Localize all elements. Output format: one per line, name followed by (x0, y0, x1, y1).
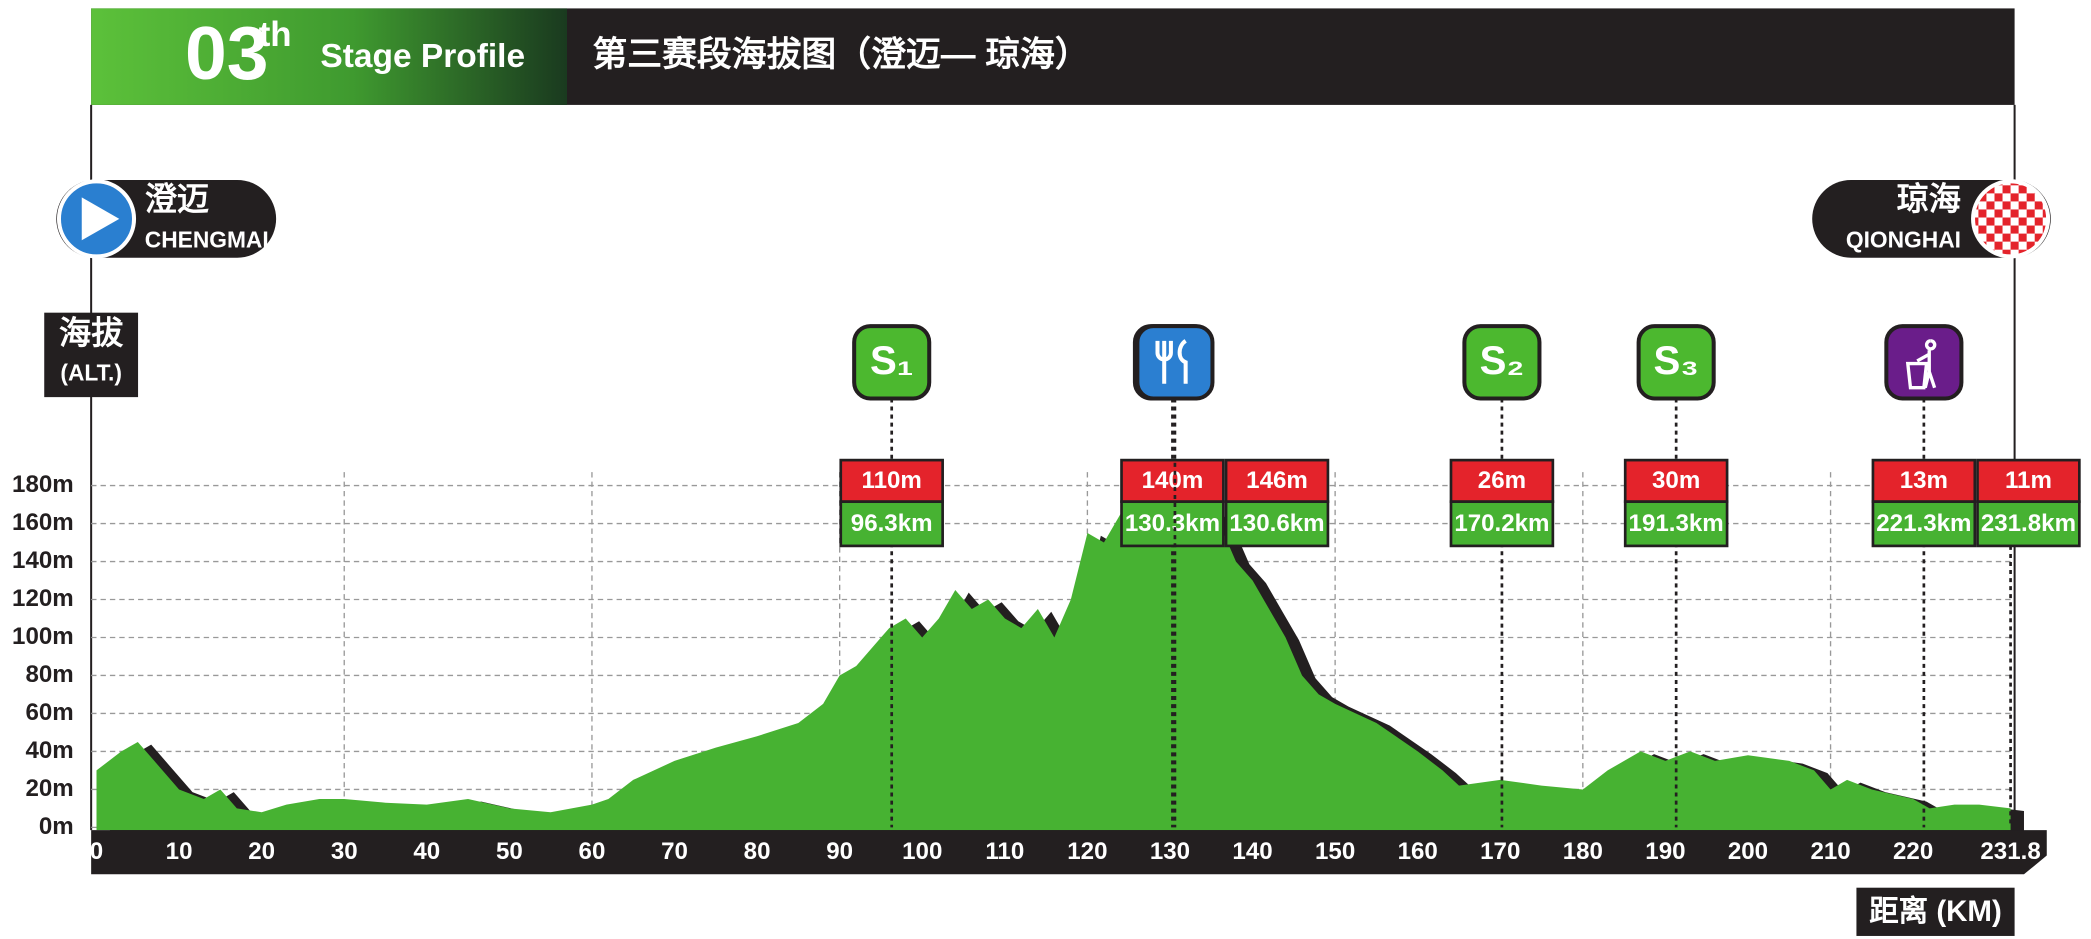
elevation-area (96, 504, 2011, 831)
distance-label: 221.3km (1876, 510, 1971, 537)
distance-box (1623, 500, 1729, 548)
altitude-label: 13m (1900, 467, 1948, 494)
altitude-box (1120, 458, 1225, 504)
marker-label: S₁ (870, 338, 913, 383)
stage-number: 03 (185, 11, 268, 95)
y-tick-label: 60m (25, 699, 73, 726)
altitude-box (1871, 458, 1977, 504)
distance-label: 191.3km (1629, 510, 1724, 537)
x-tick-label: 150 (1315, 838, 1355, 865)
marker-label: S₂ (1480, 338, 1525, 383)
y-tick-label: 0m (39, 813, 74, 840)
distance-label: 96.3km (851, 510, 933, 537)
stage-suffix: th (259, 15, 292, 54)
finish-name-en: QIONGHAI (1846, 227, 1961, 253)
stage-subtitle: Stage Profile (320, 38, 525, 75)
play-icon (81, 197, 120, 241)
x-tick-label: 160 (1398, 838, 1438, 865)
altitude-box (839, 458, 944, 504)
distance-box (1449, 500, 1555, 548)
x-tick-label: 220 (1893, 838, 1933, 865)
altitude-label: 26m (1478, 467, 1526, 494)
x-axis-label: 距离 (KM) (1869, 895, 2002, 928)
marker-icon (1462, 324, 1542, 401)
food-glyph (1155, 339, 1188, 384)
x-tick-label: 170 (1480, 838, 1520, 865)
altitude-label: 140m (1142, 467, 1204, 494)
distance-label: 130.3km (1125, 510, 1220, 537)
y-tick-label: 140m (12, 547, 74, 574)
distance-label: 231.8km (1981, 510, 2076, 537)
altitude-label: 30m (1652, 467, 1700, 494)
x-label-box (1856, 887, 2015, 936)
x-tick-label: 130 (1150, 838, 1190, 865)
y-label-box (44, 312, 139, 398)
distance-box (839, 500, 944, 548)
header-badge (91, 8, 567, 105)
altitude-label: 110m (862, 467, 922, 494)
distance-label: 130.6km (1229, 510, 1324, 537)
y-tick-label: 120m (12, 585, 74, 612)
y-axis-unit: (ALT.) (60, 359, 122, 385)
distance-box (1120, 500, 1225, 548)
y-axis-label: 海拔 (59, 315, 124, 351)
x-tick-label: 231.8 (1980, 838, 2040, 865)
altitude-box (1623, 458, 1729, 504)
x-tick-label: 10 (166, 838, 193, 865)
bin-glyph (1905, 339, 1937, 390)
y-tick-label: 160m (12, 509, 74, 536)
start-name-en: CHENGMAI (145, 227, 269, 253)
start-name: 澄迈 (145, 181, 209, 217)
x-tick-label: 140 (1232, 838, 1272, 865)
x-tick-label: 190 (1645, 838, 1685, 865)
x-tick-label: 0 (90, 838, 103, 865)
x-tick-label: 180 (1563, 838, 1603, 865)
axes: 0m 20m 40m 60m 80m 100m 120m 140m 160m 180m 0 10 20 3… (12, 471, 2041, 865)
stage-title: 第三赛段海拔图（澄迈— 琼海） (592, 34, 1089, 74)
markers: S₁ 110m 96.3km 140m 130.3km 146m 130.6km S₂ 26m 1… (839, 324, 2081, 828)
distance-box (1976, 500, 2081, 548)
finish-icon (1971, 179, 2051, 259)
x-tick-label: 90 (826, 838, 853, 865)
x-tick-label: 40 (413, 838, 440, 865)
x-tick-label: 210 (1810, 838, 1850, 865)
x-tick-label: 200 (1728, 838, 1768, 865)
y-tick-label: 100m (12, 623, 74, 650)
altitude-label: 11m (2005, 467, 2052, 494)
y-tick-label: 20m (25, 775, 73, 802)
x-tick-label: 60 (579, 838, 606, 865)
distance-box (1871, 500, 1977, 548)
altitude-box (1449, 458, 1555, 504)
x-tick-label: 50 (496, 838, 523, 865)
y-tick-label: 80m (25, 661, 73, 688)
altitude-label: 146m (1246, 467, 1308, 494)
marker-icon (852, 324, 932, 401)
y-tick-label: 180m (12, 471, 74, 498)
x-axis-band (91, 830, 2047, 875)
marker-icon (1135, 324, 1215, 401)
altitude-box (1976, 458, 2081, 504)
x-tick-label: 70 (661, 838, 688, 865)
x-tick-label: 30 (331, 838, 358, 865)
x-tick-label: 20 (248, 838, 275, 865)
x-tick-label: 110 (985, 838, 1024, 865)
y-tick-label: 40m (25, 737, 73, 764)
x-tick-label: 80 (744, 838, 771, 865)
distance-box (1224, 500, 1330, 548)
x-tick-label: 100 (902, 838, 942, 865)
finish-name: 琼海 (1897, 181, 1961, 217)
x-tick-label: 120 (1067, 838, 1107, 865)
marker-label: S₃ (1653, 338, 1698, 383)
distance-label: 170.2km (1454, 510, 1549, 537)
plot (96, 504, 2024, 833)
marker-icon (1636, 324, 1716, 401)
